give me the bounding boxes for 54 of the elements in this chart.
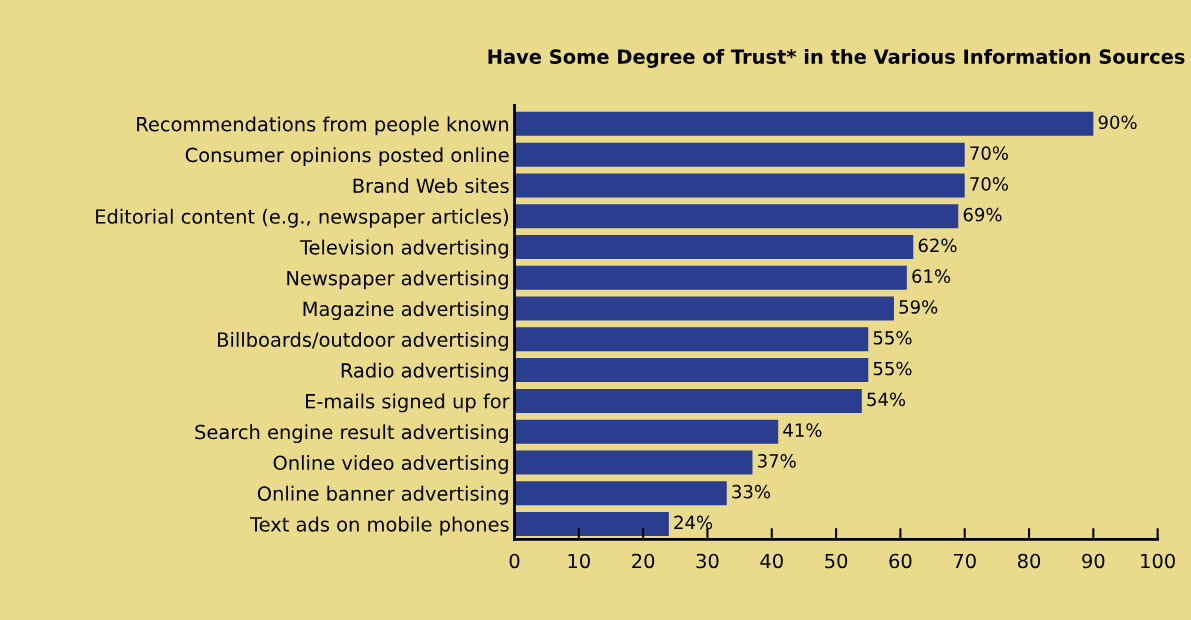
x-tick-label: 50: [825, 553, 848, 569]
bar: [514, 296, 894, 321]
data-label: 55%: [873, 361, 912, 376]
chart-title: Have Some Degree of Trust* in the Various Information Sources: [488, 48, 1185, 68]
data-label: 54%: [867, 392, 906, 407]
x-tick-label: 20: [632, 553, 655, 569]
y-tick-label: Billboards/outdoor advertising: [218, 331, 508, 351]
y-tick-label: Online video advertising: [273, 455, 508, 474]
y-tick-label: Radio advertising: [341, 362, 508, 382]
y-tick-label: E-mails signed up for: [306, 393, 510, 413]
y-tick-label: Text ads on mobile phones: [250, 516, 509, 536]
bar: [514, 204, 959, 229]
bar: [514, 388, 862, 413]
x-tick-label: 80: [1017, 553, 1041, 569]
bar: [514, 142, 965, 167]
bar: [514, 265, 907, 290]
bar: [514, 327, 869, 352]
data-label: 59%: [899, 300, 938, 314]
bar: [514, 419, 779, 444]
y-tick-label: Editorial content (e.g., newspaper articles): [96, 208, 508, 228]
data-label: 24%: [674, 515, 713, 530]
data-label: 55%: [873, 330, 912, 345]
y-tick-label: Brand Web sites: [353, 178, 509, 194]
y-tick-label: Magazine advertising: [303, 301, 508, 320]
x-tick-label: 0: [509, 553, 520, 569]
bar: [514, 173, 965, 198]
x-tick-label: 40: [760, 553, 783, 569]
y-tick-label: Recommendations from people known: [137, 116, 508, 136]
data-label: 70%: [970, 177, 1009, 191]
y-tick-label: Newspaper advertising: [287, 270, 508, 290]
y-tick-label: Consumer opinions posted online: [185, 147, 509, 167]
data-label: 33%: [732, 484, 771, 499]
data-label: 70%: [970, 146, 1009, 160]
x-tick-label: 100: [1141, 553, 1175, 569]
bar: [514, 111, 1094, 136]
x-tick-label: 90: [1082, 553, 1105, 569]
bar: [514, 358, 869, 383]
bar: [514, 450, 753, 475]
x-tick-label: 70: [953, 553, 976, 569]
bar: [514, 512, 669, 537]
x-tick-label: 30: [696, 553, 719, 569]
y-tick-label: Search engine result advertising: [195, 424, 508, 444]
x-tick-label: 60: [889, 553, 912, 569]
y-tick-label: Television advertising: [299, 239, 508, 259]
data-label: 90%: [1098, 115, 1137, 130]
data-label: 62%: [918, 238, 957, 253]
y-tick-label: Online banner advertising: [257, 485, 508, 505]
data-label: 69%: [963, 207, 1002, 222]
bar: [514, 481, 727, 506]
data-label: 41%: [783, 423, 822, 437]
bar: [514, 234, 914, 259]
x-tick-label: 10: [568, 553, 590, 569]
data-label: 37%: [758, 454, 796, 468]
data-label: 61%: [912, 269, 951, 284]
